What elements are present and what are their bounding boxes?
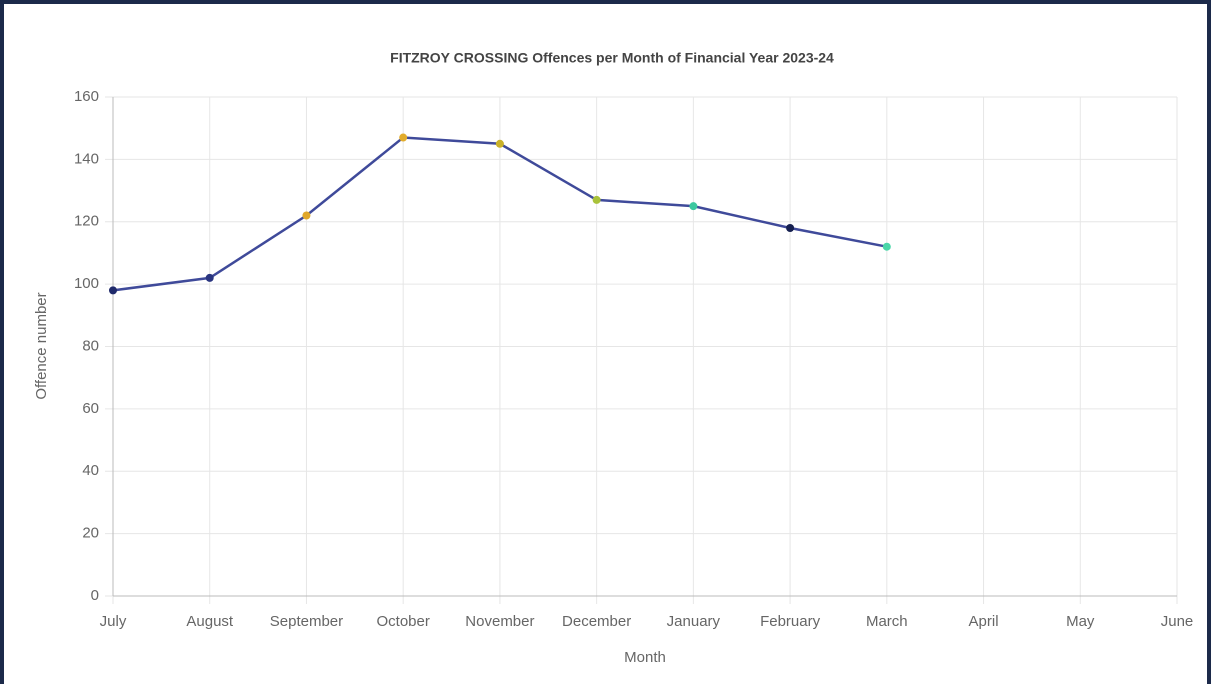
x-tick-label: July [100,613,127,630]
y-tick-label: 0 [91,587,99,604]
point [592,195,601,204]
y-tick-label: 120 [74,213,99,230]
x-tick-label: September [270,613,343,630]
chart-title: FITZROY CROSSING Offences per Month of F… [390,50,834,66]
x-tick-label: August [186,613,234,630]
y-tick-label: 20 [82,525,99,542]
y-tick-label: 160 [74,88,99,105]
y-tick-label: 100 [74,275,99,292]
point [689,202,698,211]
y-tick-label: 140 [74,150,99,167]
x-tick-label: June [1161,613,1194,630]
point [109,286,117,295]
y-tick-label: 80 [82,337,99,354]
x-tick-label: April [969,613,999,630]
point [205,273,214,282]
y-axis-label: Offence number [33,292,50,399]
point [302,211,311,220]
point [882,242,891,251]
y-tick-label: 40 [82,462,99,479]
x-tick-label: January [667,613,721,630]
point [495,139,504,148]
x-tick-label: March [866,613,908,630]
y-tick-label: 60 [82,400,99,417]
x-tick-label: December [562,613,631,630]
x-tick-label: February [760,613,821,630]
x-axis-label: Month [624,649,666,666]
x-tick-label: May [1066,613,1095,630]
x-tick-label: October [377,613,430,630]
point [399,133,408,142]
x-tick-label: November [465,613,534,630]
point [786,223,795,232]
